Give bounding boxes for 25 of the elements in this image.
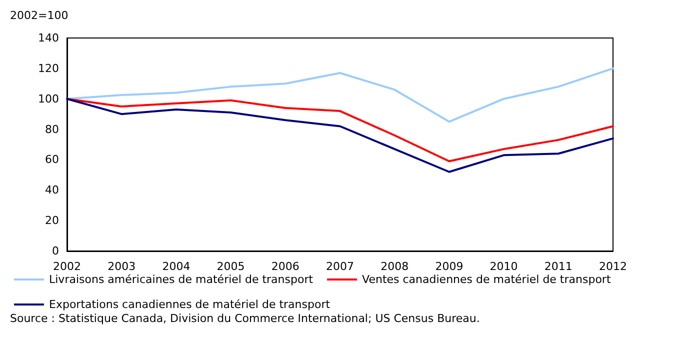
y-tick-label: 140 (38, 32, 59, 44)
y-tick-label: 120 (38, 62, 59, 75)
x-tick-label: 2012 (599, 260, 627, 273)
x-tick-label: 2006 (271, 260, 300, 273)
x-tick-label: 2010 (490, 260, 518, 273)
y-tick-label: 40 (45, 184, 59, 197)
y-tick-label: 80 (45, 122, 59, 136)
legend-label: Livraisons américaines de matériel de transport (49, 273, 314, 286)
x-tick-label: 2002 (53, 260, 81, 273)
source-note: Source : Statistique Canada, Division du Commerce International; US Census Bureau. (10, 312, 480, 325)
x-tick-label: 2008 (380, 260, 409, 273)
y-axis-title: 2002=100 (10, 9, 68, 22)
x-tick-label: 2009 (435, 260, 464, 273)
line-series (66, 67, 614, 123)
legend-label: Exportations canadiennes de matériel de transport (49, 298, 331, 311)
x-tick-label: 2004 (162, 260, 190, 273)
y-tick-label: 100 (38, 92, 59, 106)
legend-label: Ventes canadiennes de matériel de transport (362, 273, 612, 286)
x-tick-label: 2007 (326, 260, 354, 273)
x-tick-label: 2011 (544, 260, 572, 273)
x-tick-label: 2003 (108, 260, 136, 273)
x-tick-label: 2005 (216, 260, 245, 273)
y-tick-label: 0 (52, 244, 59, 258)
y-tick-label: 60 (45, 153, 59, 166)
y-tick-label: 20 (45, 214, 59, 228)
